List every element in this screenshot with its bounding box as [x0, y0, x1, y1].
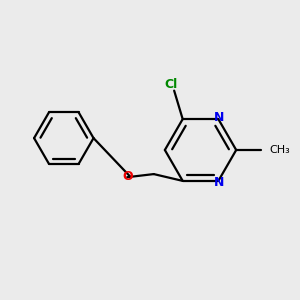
- Text: N: N: [214, 111, 225, 124]
- Text: N: N: [214, 176, 225, 189]
- Text: Cl: Cl: [165, 78, 178, 91]
- Text: O: O: [122, 170, 133, 183]
- Text: CH₃: CH₃: [270, 145, 290, 155]
